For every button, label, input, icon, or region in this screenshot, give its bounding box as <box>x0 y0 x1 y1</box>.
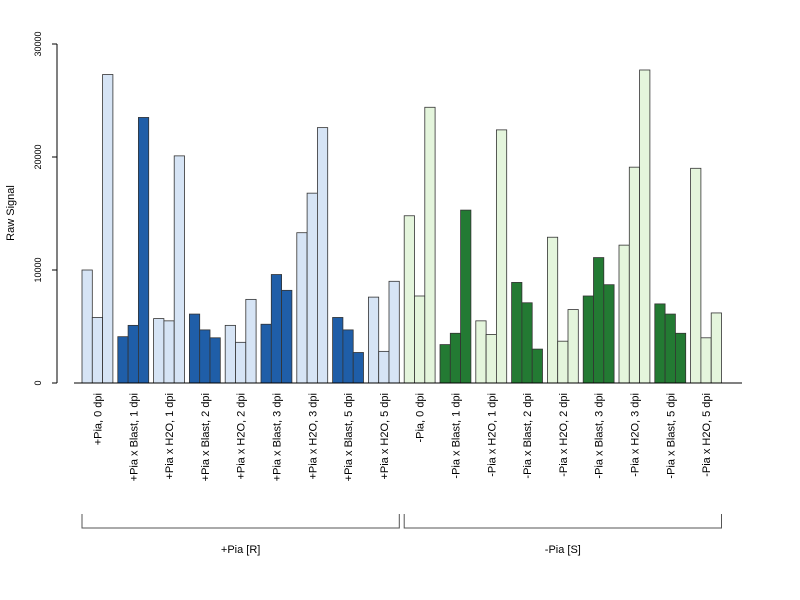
x-tick-label: +Pia x Blast, 2 dpi <box>200 393 212 481</box>
bar <box>547 236 559 384</box>
x-tick-label: -Pia x H2O, 3 dpi <box>629 393 641 477</box>
bar <box>224 324 236 384</box>
bar <box>710 312 722 384</box>
y-axis-title: Raw Signal <box>5 185 17 241</box>
x-tick-label: -Pia, 0 dpi <box>415 393 427 443</box>
bar <box>332 317 344 384</box>
bar <box>199 329 211 384</box>
bar <box>388 280 400 384</box>
bar <box>593 257 605 384</box>
bar <box>439 344 451 384</box>
x-tick-label: -Pia x Blast, 1 dpi <box>450 393 462 479</box>
bar <box>531 348 543 384</box>
bar <box>245 298 257 384</box>
x-tick-label: -Pia x H2O, 1 dpi <box>486 393 498 477</box>
bar <box>414 295 426 384</box>
bar <box>449 332 461 384</box>
x-tick-label: -Pia x Blast, 5 dpi <box>665 393 677 479</box>
x-tick-label: -Pia x Blast, 2 dpi <box>522 393 534 479</box>
bar <box>127 324 139 384</box>
x-tick-label: -Pia x H2O, 5 dpi <box>701 393 713 477</box>
bar <box>270 274 282 384</box>
x-tick-label: +Pia x Blast, 1 dpi <box>128 393 140 481</box>
bar <box>424 106 436 384</box>
group-label: +Pia [R] <box>221 544 260 556</box>
bar <box>153 318 165 384</box>
bar <box>603 284 615 384</box>
bar <box>188 313 201 384</box>
x-tick-label: +Pia x H2O, 1 dpi <box>164 393 176 480</box>
bar <box>700 337 712 384</box>
y-tick-label: 10000 <box>33 257 43 282</box>
bar <box>281 289 293 384</box>
y-tick-label: 0 <box>33 380 43 385</box>
bar <box>367 296 380 384</box>
bar <box>485 334 497 384</box>
group-bracket <box>403 514 722 529</box>
x-tick-label: -Pia x H2O, 2 dpi <box>558 393 570 477</box>
bar <box>567 309 579 384</box>
bar <box>495 129 508 384</box>
bar <box>521 302 533 384</box>
bar <box>316 127 329 384</box>
bar <box>557 340 569 384</box>
bar <box>628 166 640 384</box>
y-axis: 0 10000 20000 30000 <box>33 31 58 386</box>
bar <box>91 317 104 384</box>
bar <box>81 269 93 384</box>
x-tick-label: +Pia x H2O, 5 dpi <box>379 393 391 480</box>
x-tick-label: +Pia x Blast, 3 dpi <box>271 393 283 481</box>
bar <box>352 352 364 384</box>
bar <box>163 320 175 384</box>
bar <box>296 232 308 384</box>
bar <box>260 323 272 384</box>
bar <box>511 282 523 384</box>
bar <box>173 155 185 384</box>
y-tick-label: 30000 <box>33 31 43 56</box>
bars <box>81 69 722 384</box>
x-tick-label: +Pia x H2O, 2 dpi <box>236 393 248 480</box>
bar <box>675 332 687 384</box>
bar <box>102 74 114 384</box>
bar <box>475 320 487 384</box>
bar <box>618 244 630 384</box>
x-tick-label: +Pia x H2O, 3 dpi <box>307 393 319 480</box>
bar <box>460 209 472 384</box>
bar <box>664 313 676 384</box>
bar <box>209 337 221 384</box>
bar <box>137 117 150 384</box>
bar <box>582 295 594 384</box>
x-tick-label: +Pia x Blast, 5 dpi <box>343 393 355 481</box>
bar <box>306 192 318 384</box>
y-tick-label: 20000 <box>33 144 43 169</box>
x-tick-label: +Pia, 0 dpi <box>92 393 104 445</box>
bar <box>639 69 651 384</box>
bar <box>403 215 415 384</box>
bar <box>654 303 666 384</box>
bar <box>378 350 390 384</box>
bar <box>342 329 354 384</box>
x-tick-label: -Pia x Blast, 3 dpi <box>594 393 606 479</box>
category-labels: +Pia, 0 dpi +Pia x Blast, 1 dpi +Pia x H2O… <box>92 393 713 481</box>
bar <box>235 341 247 384</box>
bar <box>690 167 702 384</box>
group-bracket <box>81 514 400 529</box>
bar <box>117 336 129 384</box>
group-brackets: +Pia [R] -Pia [S] <box>81 514 722 556</box>
group-label: -Pia [S] <box>545 544 581 556</box>
